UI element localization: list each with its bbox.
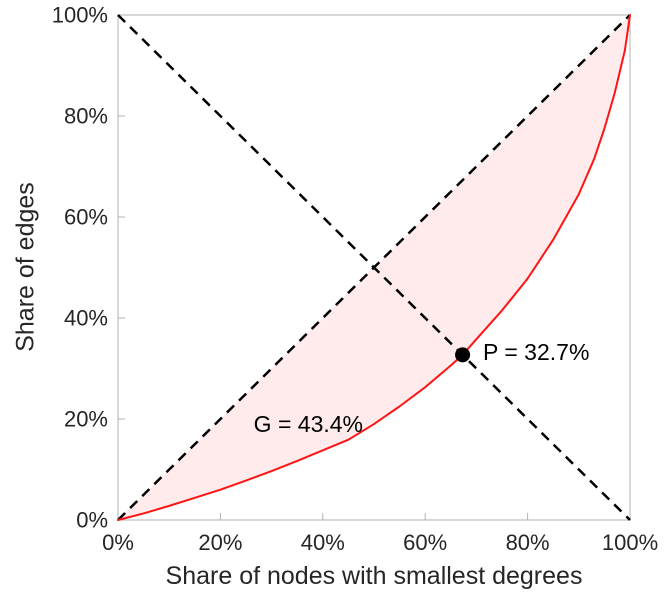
y-tick-label: 20% — [64, 407, 108, 432]
annotation-p: P = 32.7% — [483, 339, 589, 365]
y-tick-label: 100% — [52, 3, 108, 28]
lorenz-curve — [117, 14, 631, 521]
y-tick-label: 60% — [64, 205, 108, 230]
x-tick-label: 0% — [102, 530, 134, 555]
y-axis-label: Share of edges — [11, 182, 40, 352]
x-tick-label: 60% — [403, 530, 447, 555]
anti-diagonal — [117, 14, 631, 521]
y-tick-label: 80% — [64, 104, 108, 129]
plot-border — [117, 14, 631, 521]
annotation-g: G = 43.4% — [254, 411, 363, 437]
x-tick-label: 40% — [301, 530, 345, 555]
x-tick-label: 20% — [198, 530, 242, 555]
y-tick-label: 0% — [76, 508, 108, 533]
intersection-point — [455, 347, 471, 363]
x-tick-label: 80% — [506, 530, 550, 555]
x-tick-label: 100% — [602, 530, 658, 555]
x-axis-label: Share of nodes with smallest degrees — [165, 562, 583, 590]
y-tick-label: 40% — [64, 306, 108, 331]
